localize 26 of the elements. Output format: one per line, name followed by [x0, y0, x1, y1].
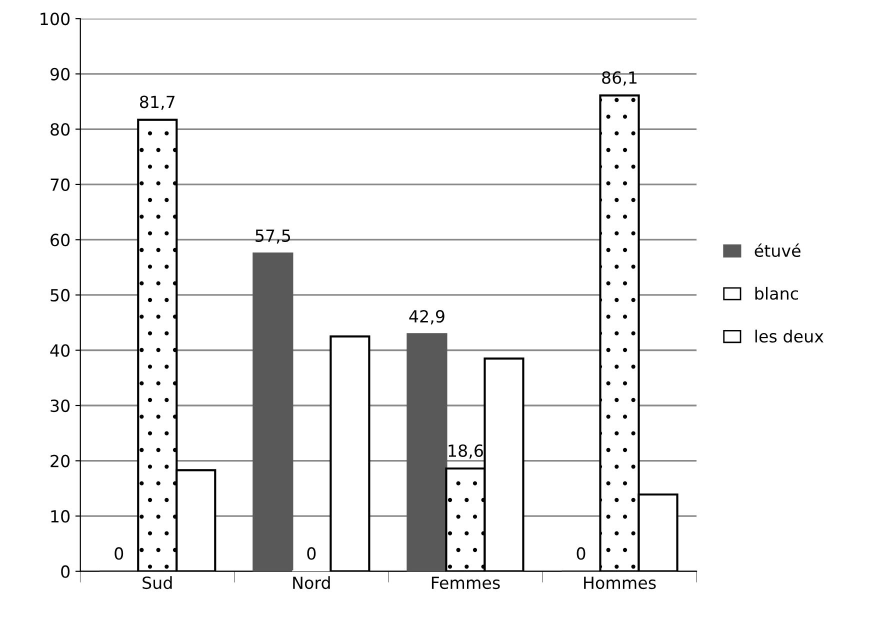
legend-label: étuvé [754, 243, 800, 258]
data-label: 0 [576, 547, 586, 560]
legend-label: blanc [755, 286, 798, 300]
data-label: 0 [114, 547, 124, 560]
y-tick-label: 90 [50, 68, 70, 80]
x-tick-label: Nord [293, 576, 330, 590]
y-tick-label: 80 [50, 123, 70, 136]
x-tick-label: Femmes [432, 576, 500, 590]
data-label: 81,7 [140, 96, 175, 110]
data-label: 42,9 [409, 310, 444, 324]
y-tick-label: 50 [50, 288, 70, 302]
y-tick-label: 40 [50, 344, 70, 357]
y-tick-label: 20 [50, 454, 70, 468]
data-label: 0 [307, 547, 316, 560]
data-label: 18,6 [448, 444, 483, 459]
y-tick-label: 70 [50, 178, 70, 192]
y-tick-label: 10 [51, 510, 70, 523]
y-tick-label: 0 [61, 565, 70, 578]
data-label: 57,5 [256, 230, 290, 244]
y-tick-label: 60 [50, 234, 70, 246]
x-tick-label: Hommes [584, 576, 656, 590]
legend-label: les deux [755, 330, 824, 343]
y-tick-label: 30 [50, 399, 70, 412]
y-tick-label: 100 [40, 12, 70, 26]
x-tick-label: Sud [142, 576, 172, 590]
data-label: 86,1 [602, 71, 637, 86]
